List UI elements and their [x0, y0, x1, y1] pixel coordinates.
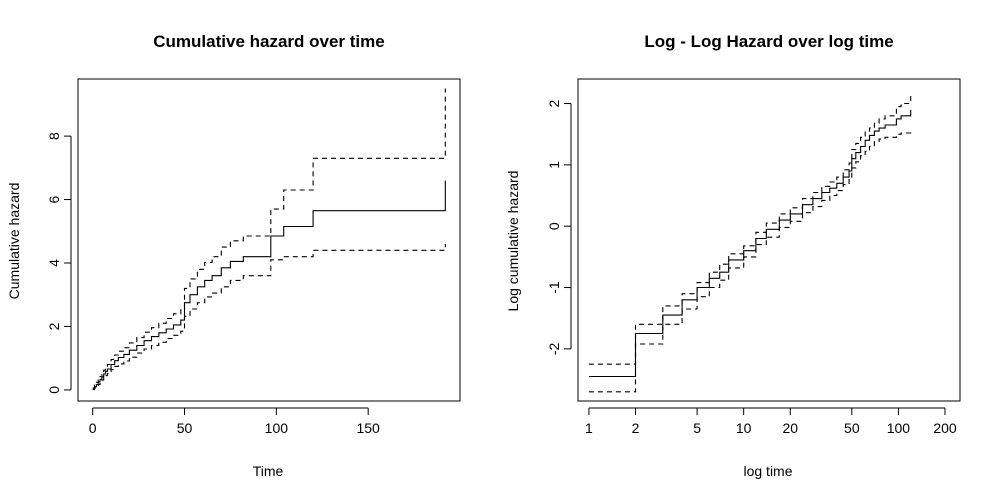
hazard-estimate-line: [92, 180, 446, 390]
chart-title: Log - Log Hazard over log time: [644, 32, 893, 51]
upper-confidence-line: [588, 94, 912, 365]
x-axis-label: log time: [743, 463, 792, 479]
y-tick-label: 6: [46, 195, 62, 203]
x-tick-label: 2: [632, 420, 640, 436]
x-tick-label: 200: [933, 420, 957, 436]
chart-title: Cumulative hazard over time: [153, 32, 384, 51]
x-tick-label: 100: [265, 420, 289, 436]
y-tick-label: -2: [546, 342, 562, 355]
upper-confidence-line: [92, 88, 446, 389]
y-tick-label: 0: [46, 386, 62, 394]
lower-confidence-line: [588, 129, 912, 393]
hazard-estimate-line: [588, 109, 912, 378]
y-axis-label: Log cumulative hazard: [505, 171, 521, 312]
x-tick-label: 10: [736, 420, 752, 436]
y-tick-label: 1: [546, 161, 562, 169]
x-tick-label: 50: [177, 420, 193, 436]
x-tick-label: 5: [693, 420, 701, 436]
x-tick-label: 20: [782, 420, 798, 436]
x-tick-label: 150: [356, 420, 380, 436]
y-tick-label: 2: [46, 322, 62, 330]
y-tick-label: 2: [546, 99, 562, 107]
y-tick-label: 8: [46, 132, 62, 140]
x-tick-label: 1: [585, 420, 593, 436]
x-tick-label: 100: [887, 420, 911, 436]
x-axis-label: Time: [253, 463, 284, 479]
plot-frame: [77, 78, 461, 402]
y-tick-label: -1: [546, 281, 562, 294]
y-axis-label: Cumulative hazard: [6, 183, 22, 300]
log-log-hazard-plot: Log - Log Hazard over log time log time …: [505, 32, 961, 479]
lower-confidence-line: [92, 244, 446, 391]
y-tick-label: 4: [46, 259, 62, 267]
plot-frame: [577, 78, 961, 402]
x-tick-label: 0: [89, 420, 97, 436]
x-tick-label: 50: [844, 420, 860, 436]
y-tick-label: 0: [546, 222, 562, 230]
cumulative-hazard-plot: Cumulative hazard over time Time Cumulat…: [6, 32, 461, 479]
